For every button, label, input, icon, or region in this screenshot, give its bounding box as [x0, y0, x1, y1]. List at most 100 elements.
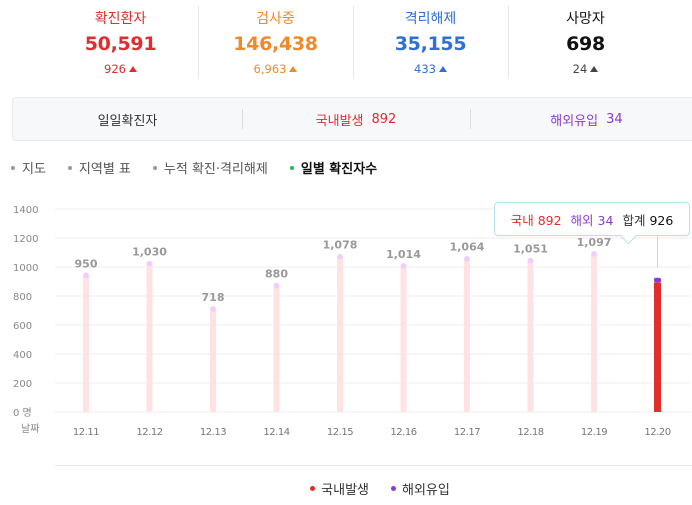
tab-label: 지도	[22, 162, 46, 177]
stat-confirmed: 확진환자 50,591 926	[43, 0, 198, 80]
data-label: 718	[202, 291, 225, 304]
domestic-summary: 국내발생 892	[242, 98, 470, 140]
tab-label: 일별 확진자수	[300, 162, 378, 177]
y-tick-label: 0 명	[13, 407, 32, 419]
bar-cap	[146, 260, 153, 267]
legend-dot-icon	[310, 486, 316, 491]
legend-label: 국내발생	[321, 483, 369, 498]
bar-domestic	[654, 282, 661, 412]
tab-label: 지역별 표	[78, 162, 131, 177]
imported-summary: 해외유입 34	[470, 98, 692, 140]
x-tick-label: 12.11	[73, 427, 99, 438]
data-label: 880	[265, 267, 288, 280]
bar	[591, 252, 597, 412]
bar	[273, 284, 280, 412]
data-label: 950	[75, 257, 98, 270]
bar-cap	[273, 282, 280, 289]
x-tick-label: 12.14	[263, 427, 289, 438]
bullet-icon	[289, 165, 294, 170]
x-axis-label: 날짜	[21, 423, 39, 435]
imported-value: 34	[606, 111, 623, 127]
y-tick-label: 1200	[13, 234, 38, 245]
stat-label: 확진환자	[94, 11, 147, 27]
tab-cumulative[interactable]: 누적 확진·격리해제	[152, 158, 268, 177]
bar	[337, 255, 343, 412]
stats-row: 확진환자 50,591 926 검사중 146,438 6,963 격리해제 3…	[0, 0, 692, 86]
legend-imported[interactable]: 해외유입	[391, 479, 450, 498]
stat-deaths: 사망자 698 24	[508, 0, 663, 80]
y-tick-label: 1400	[13, 205, 38, 216]
bar-cap	[400, 263, 407, 269]
stat-label: 격리해제	[404, 11, 457, 27]
y-tick-label: 200	[13, 379, 32, 390]
y-tick-label: 600	[13, 321, 32, 332]
daily-confirmed-chart: 0 명 200 400 600 800 1000 1200 1400 날짜 950 12.11 1,0…	[13, 205, 690, 438]
x-tick-label: 12.16	[390, 427, 416, 438]
y-tick-label: 800	[13, 292, 32, 303]
legend-domestic[interactable]: 국내발생	[310, 479, 369, 498]
domestic-label: 국내발생	[315, 113, 364, 129]
daily-summary-bar: 일일확진자 국내발생 892 해외유입 34	[12, 97, 692, 141]
bar	[527, 259, 534, 412]
bullet-icon	[67, 165, 72, 170]
up-triangle-icon	[438, 66, 447, 72]
data-label: 1,064	[450, 241, 485, 254]
bar-cap	[527, 257, 534, 264]
data-label: 1,078	[323, 239, 358, 252]
stat-delta: 926	[43, 62, 198, 76]
bar-cap	[337, 253, 343, 260]
x-tick-label: 12.19	[581, 427, 607, 438]
stat-value: 35,155	[394, 33, 467, 55]
bullet-icon	[11, 165, 15, 170]
y-tick-label: 1000	[13, 263, 38, 274]
bar	[464, 257, 470, 412]
stat-value: 146,438	[233, 33, 318, 55]
bar	[210, 307, 216, 412]
up-triangle-icon	[590, 66, 599, 72]
daily-confirmed-label: 일일확진자	[13, 98, 242, 140]
stat-label: 사망자	[566, 11, 605, 27]
bar	[146, 262, 153, 412]
tooltip-domestic: 국내 892	[510, 212, 562, 228]
tab-daily-confirmed[interactable]: 일별 확진자수	[289, 158, 378, 177]
x-tick-label: 12.18	[517, 427, 543, 438]
bar-cap	[210, 306, 216, 312]
stat-delta: 433	[353, 62, 508, 76]
stat-value: 50,591	[84, 33, 157, 55]
stat-released: 격리해제 35,155 433	[353, 0, 508, 80]
x-tick-label: 12.20	[644, 427, 670, 438]
tab-map[interactable]: 지도	[11, 158, 46, 177]
x-tick-label: 12.12	[136, 427, 162, 438]
up-triangle-icon	[128, 66, 137, 72]
data-label: 1,051	[513, 243, 548, 256]
stat-testing: 검사중 146,438 6,963	[198, 0, 353, 80]
bullet-icon	[152, 165, 157, 170]
bar-imported	[654, 277, 661, 283]
data-label: 1,097	[577, 236, 612, 249]
up-triangle-icon	[289, 66, 298, 72]
legend-label: 해외유입	[402, 483, 450, 498]
data-label: 1,030	[132, 246, 167, 259]
x-tick-label: 12.17	[454, 427, 480, 438]
stat-delta: 24	[508, 62, 663, 76]
stat-delta: 6,963	[198, 62, 353, 76]
view-tabs: 지도 지역별 표 누적 확진·격리해제 일별 확진자수	[11, 158, 399, 177]
bar-cap	[591, 251, 597, 257]
bar	[400, 264, 407, 412]
chart-legend: 국내발생 해외유입	[55, 465, 692, 505]
bar-cap	[83, 272, 89, 279]
tab-label: 누적 확진·격리해제	[163, 162, 268, 177]
x-tick-label: 12.13	[200, 427, 226, 438]
summary-daily-text: 일일확진자	[97, 113, 158, 129]
stat-label: 검사중	[256, 11, 295, 27]
bar-cap	[464, 255, 470, 262]
legend-dot-icon	[391, 486, 396, 491]
stat-value: 698	[566, 33, 605, 55]
x-tick-label: 12.15	[327, 427, 353, 438]
chart-tooltip: 국내 892 해외 34 합계 926	[494, 202, 690, 245]
imported-label: 해외유입	[550, 113, 599, 129]
tab-region-table[interactable]: 지역별 표	[67, 158, 131, 177]
data-label: 1,014	[386, 248, 421, 261]
y-tick-label: 400	[13, 350, 32, 361]
tooltip-total: 합계 926	[622, 212, 674, 228]
